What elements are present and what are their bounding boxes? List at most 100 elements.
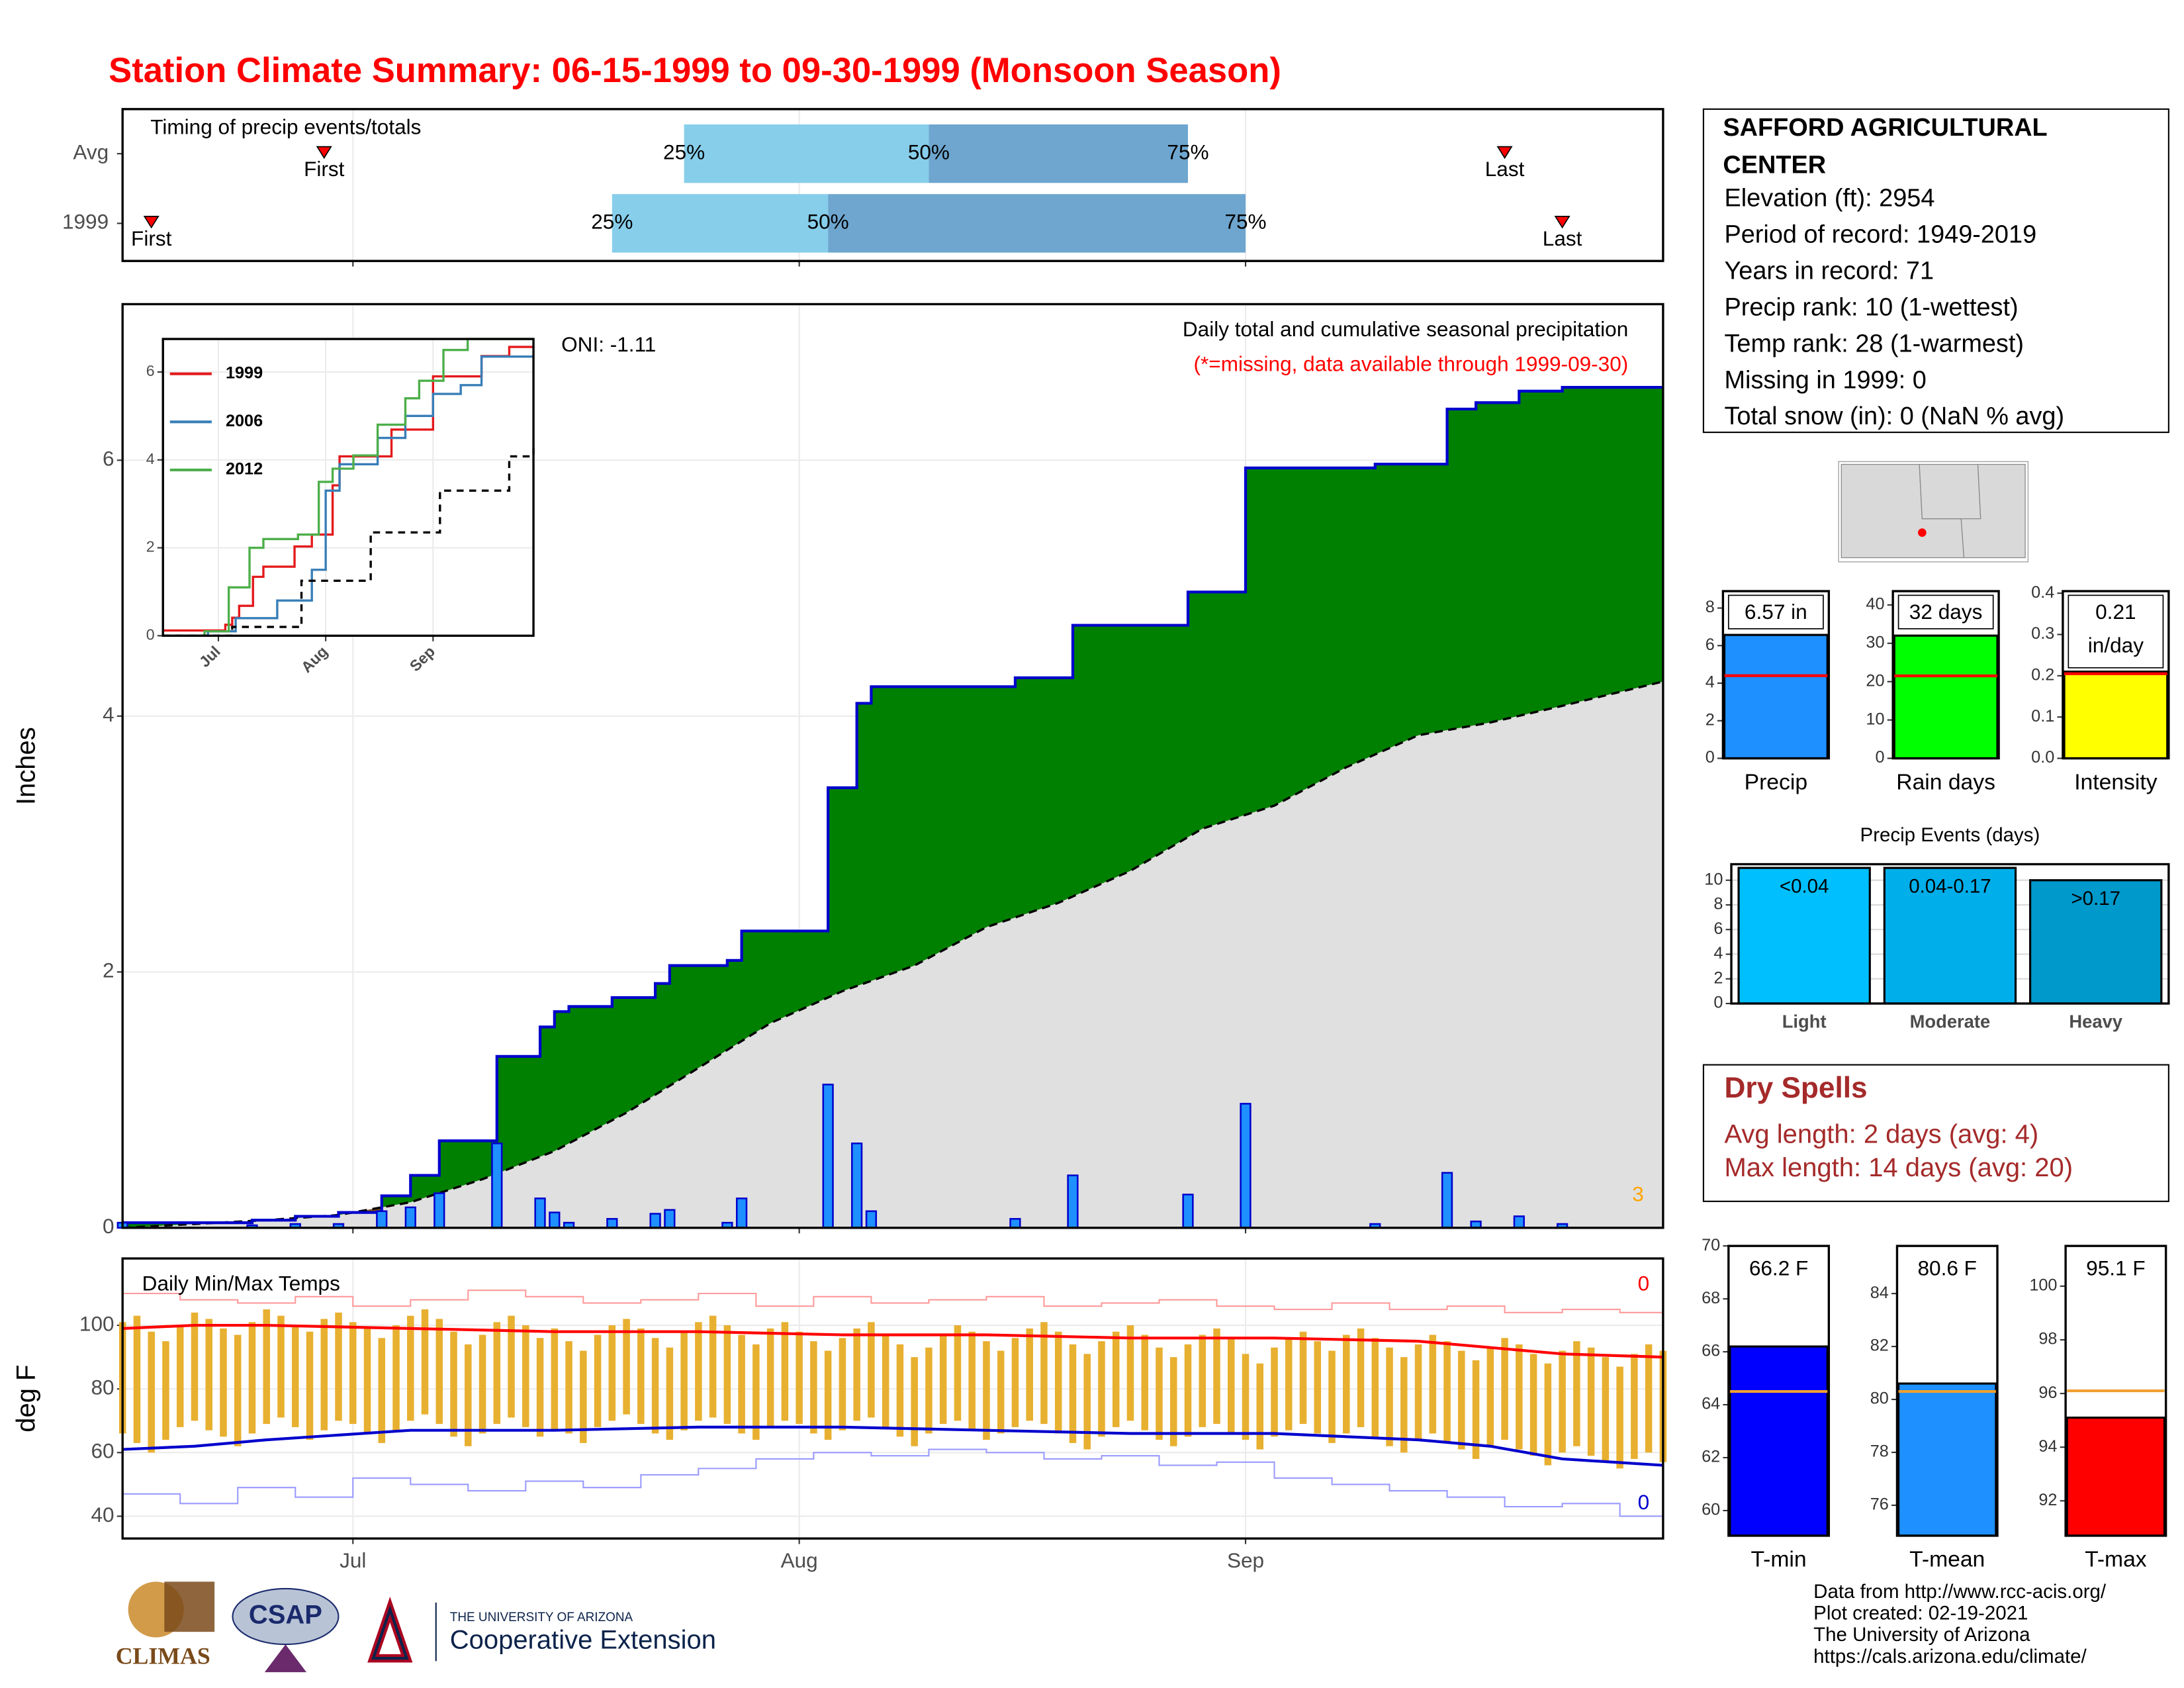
quartile-bar [684, 124, 929, 183]
y-tick-label: 0 [1706, 748, 1715, 767]
temp-range-bar [781, 1322, 789, 1421]
oni-label: ONI: -1.11 [561, 332, 656, 356]
y-tick-label: 0.3 [2031, 624, 2054, 643]
station-line: Period of record: 1949-2019 [1724, 221, 2036, 249]
inset-line [163, 355, 534, 637]
temp-range-bar [1616, 1366, 1623, 1469]
temp-range-bar [1098, 1341, 1105, 1437]
y-tick-label: 10 [1704, 870, 1723, 888]
temp-range-bar [551, 1328, 559, 1430]
panel-frame [1895, 1244, 1999, 1537]
logo-text: CSAP [249, 1601, 322, 1630]
logo-text: Cooperative Extension [450, 1625, 716, 1654]
daily-bar [549, 1211, 561, 1229]
x-tick-label: T-max [2085, 1548, 2147, 1572]
y-tick-label: 10 [1866, 710, 1884, 728]
x-tick-label: Heavy [2069, 1011, 2122, 1032]
missing-count: 3 [1632, 1182, 1644, 1206]
y-tick-label: 6 [146, 362, 155, 379]
station-line: Elevation (ft): 2954 [1724, 185, 1934, 212]
chart-note: (*=missing, data available through 1999-… [1194, 352, 1629, 375]
value-label-box: 32 days [1909, 601, 1983, 625]
daily-bar [491, 1143, 503, 1229]
panel-frame [1721, 590, 1831, 760]
temp-range-bar [1544, 1363, 1552, 1466]
temp-range-bar [205, 1319, 212, 1430]
value-label: 66.2 F [1749, 1256, 1808, 1280]
panel-frame [121, 1257, 1664, 1540]
temp-range-bar [248, 1322, 256, 1434]
temp-range-bar [1054, 1331, 1062, 1434]
temp-range-bar [508, 1315, 515, 1418]
temp-range-bar [997, 1350, 1005, 1434]
temp-range-bar [623, 1319, 630, 1415]
y-tick-label: 60 [1702, 1501, 1720, 1519]
temp-range-bar [1011, 1338, 1019, 1427]
temp-range-bar [162, 1341, 169, 1440]
temp-range-bar [1026, 1328, 1033, 1421]
average-cumulative-line [122, 680, 1664, 1229]
inset-line [163, 447, 535, 637]
temp-range-bar [810, 1341, 817, 1434]
y-tick-label: 4 [1713, 944, 1723, 962]
temp-range-bar [1314, 1341, 1322, 1434]
x-tick-label: Precip [1745, 770, 1807, 794]
temp-range-bar [1343, 1335, 1350, 1434]
value-label-box [2068, 594, 2164, 669]
quartile-label: 75% [1167, 140, 1208, 164]
temp-range-bar [608, 1325, 616, 1421]
temp-range-bar [1400, 1357, 1408, 1453]
station-line: Precip rank: 10 (1-wettest) [1724, 293, 2018, 321]
temp-range-bar [263, 1309, 271, 1425]
event-marker [143, 216, 159, 229]
temp-range-bar [1285, 1338, 1293, 1430]
bin-label: 0.04-0.17 [1909, 875, 1991, 897]
y-tick-label: Avg [73, 140, 109, 164]
temp-range-bar [565, 1341, 572, 1434]
daily-bar [376, 1210, 388, 1229]
temp-range-bar [493, 1322, 501, 1425]
panel-frame [121, 303, 1664, 1229]
temp-range-bar [335, 1312, 342, 1421]
value-label-box: 6.57 in [1745, 601, 1807, 625]
daily-bar [865, 1210, 878, 1229]
quartile-label: 50% [908, 140, 950, 164]
y-tick-label: 80 [1870, 1389, 1889, 1408]
average-area [122, 681, 1663, 1228]
y-tick-label: 40 [1866, 595, 1884, 614]
temp-range-bar [1631, 1354, 1638, 1459]
daily-bar [534, 1197, 546, 1229]
temp-range-bar [1472, 1360, 1480, 1459]
panel-title: Timing of precip events/totals [150, 115, 421, 139]
event-marker [316, 146, 332, 160]
record-high-count: 0 [1638, 1271, 1650, 1295]
x-tick-label: Light [1782, 1011, 1827, 1032]
temp-range-bar [1587, 1347, 1595, 1456]
temp-range-bar [1529, 1354, 1537, 1456]
event-label: Last [1485, 157, 1525, 181]
value-label-box: 0.21 in/day [2088, 601, 2144, 658]
record-low-count: 0 [1638, 1490, 1650, 1514]
temp-range-bar [1040, 1322, 1048, 1425]
bin-label: <0.04 [1780, 875, 1829, 897]
y-tick-label: 70 [1702, 1236, 1720, 1254]
temp-range-bar [695, 1322, 702, 1421]
y-tick-label: 92 [2038, 1491, 2057, 1509]
quartile-bar [828, 194, 1246, 253]
station-name-box: SAFFORD AGRICULTURAL CENTER [1723, 113, 2047, 179]
y-tick-label: 0 [103, 1214, 114, 1238]
temp-range-bar [1486, 1347, 1494, 1446]
temp-range-bar [1645, 1344, 1653, 1453]
panel-bg [163, 339, 534, 636]
temp-range-bar [911, 1357, 918, 1446]
temp-range-bar [1213, 1328, 1220, 1425]
y-tick-label: 2 [1713, 968, 1723, 987]
temp-range-bar [1169, 1357, 1177, 1446]
y-tick-label: 84 [1870, 1284, 1889, 1302]
y-tick-label: 1999 [62, 210, 109, 234]
y-tick-label: 100 [2029, 1276, 2057, 1295]
y-tick-label: 0.2 [2031, 666, 2054, 684]
record-low-line [122, 1448, 1663, 1517]
event-label: First [131, 226, 172, 250]
